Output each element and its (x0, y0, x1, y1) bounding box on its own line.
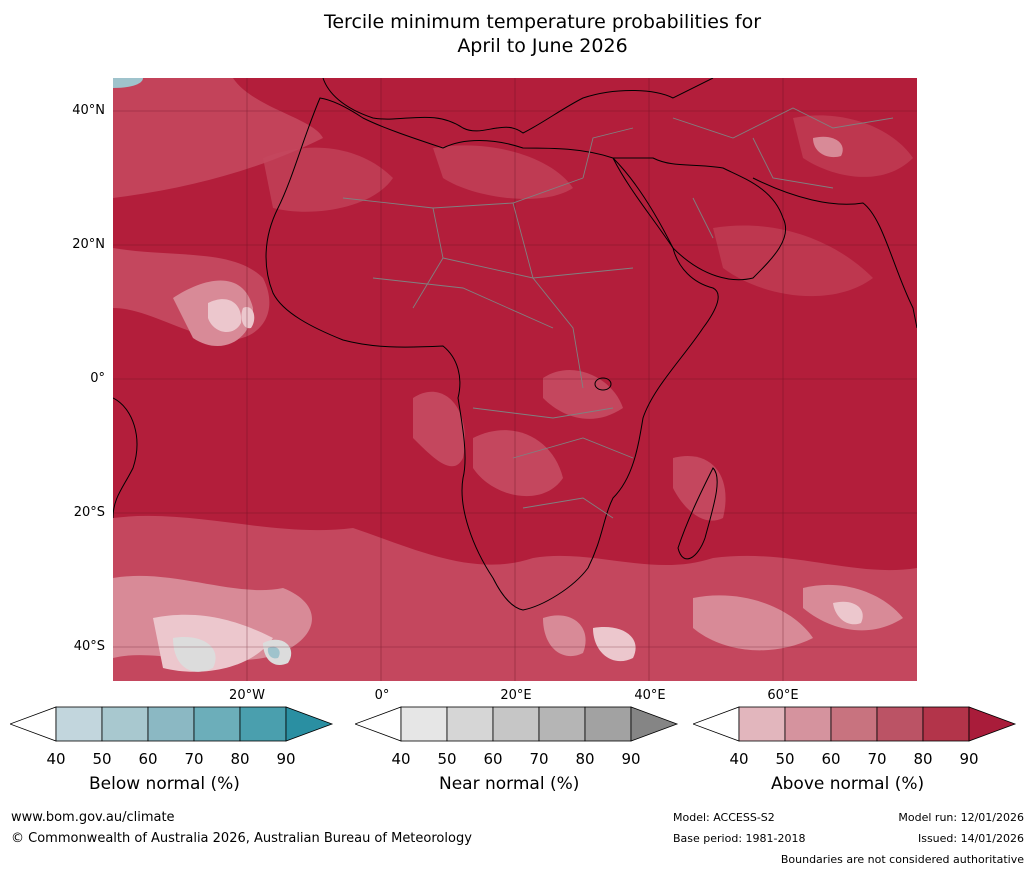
below-tick-60: 60 (138, 750, 158, 768)
below-tick-50: 50 (92, 750, 112, 768)
boundaries-disclaimer: Boundaries are not considered authoritat… (780, 853, 1024, 866)
near-swatch-40 (400, 706, 448, 742)
above-tick-90: 90 (959, 750, 979, 768)
near-normal-label: Near normal (%) (439, 774, 580, 794)
colorbar-near-normal: 40 50 60 70 80 90 Near normal (%) (353, 706, 685, 806)
below-swatch-50 (101, 706, 149, 742)
below-tick-90: 90 (276, 750, 296, 768)
near-tick-40: 40 (391, 750, 411, 768)
near-swatch-80 (584, 706, 632, 742)
below-tick-80: 80 (230, 750, 250, 768)
website-link[interactable]: www.bom.gov.au/climate (11, 810, 175, 825)
near-swatch-70 (538, 706, 586, 742)
map-title: Tercile minimum temperature probabilitie… (0, 10, 1035, 58)
lat-label-20s: 20°S (73, 505, 105, 520)
near-tick-60: 60 (483, 750, 503, 768)
base-period: Base period: 1981-2018 (673, 832, 806, 845)
near-tick-90: 90 (621, 750, 641, 768)
above-swatch-80 (922, 706, 970, 742)
near-tick-80: 80 (575, 750, 595, 768)
above-swatch-60 (830, 706, 878, 742)
above-tick-40: 40 (729, 750, 749, 768)
title-line-1: Tercile minimum temperature probabilitie… (323, 11, 762, 33)
below-tick-70: 70 (184, 750, 204, 768)
lon-label-20e: 20°E (500, 688, 532, 703)
lon-label-0: 0° (374, 688, 390, 703)
below-extend-high (285, 706, 334, 742)
above-extend-low (691, 706, 740, 742)
graticule (113, 78, 917, 681)
above-swatch-70 (876, 706, 924, 742)
colorbar-near-scale (353, 706, 679, 742)
lon-label-40e: 40°E (634, 688, 666, 703)
title-line-2: April to June 2026 (457, 35, 628, 57)
near-extend-low (353, 706, 402, 742)
copyright-notice: © Commonwealth of Australia 2026, Austra… (11, 831, 472, 846)
colorbar-below-normal: 40 50 60 70 80 90 Below normal (%) (8, 706, 340, 806)
above-extend-high (968, 706, 1017, 742)
below-swatch-80 (239, 706, 287, 742)
near-swatch-60 (492, 706, 540, 742)
above-tick-80: 80 (913, 750, 933, 768)
above-tick-50: 50 (775, 750, 795, 768)
country-boundaries (342, 107, 894, 519)
above-normal-label: Above normal (%) (771, 774, 925, 794)
lon-label-60e: 60°E (767, 688, 799, 703)
near-tick-50: 50 (437, 750, 457, 768)
issued-date: Issued: 14/01/2026 (917, 832, 1024, 845)
below-tick-40: 40 (46, 750, 66, 768)
lat-label-40n: 40°N (72, 103, 105, 118)
model-run-date: Model run: 12/01/2026 (898, 811, 1024, 824)
above-swatch-50 (784, 706, 832, 742)
near-tick-70: 70 (529, 750, 549, 768)
colorbar-above-scale (691, 706, 1017, 742)
near-extend-high (630, 706, 679, 742)
lon-label-20w: 20°W (229, 688, 265, 703)
colorbar-above-normal: 40 50 60 70 80 90 Above normal (%) (691, 706, 1023, 806)
map-canvas (113, 78, 917, 681)
model-name: Model: ACCESS-S2 (673, 811, 775, 824)
above-tick-60: 60 (821, 750, 841, 768)
above-tick-70: 70 (867, 750, 887, 768)
lat-label-40s: 40°S (73, 639, 105, 654)
above-swatch-40 (738, 706, 786, 742)
lat-label-0: 0° (90, 371, 105, 386)
below-swatch-60 (147, 706, 195, 742)
near-swatch-50 (446, 706, 494, 742)
below-extend-low (8, 706, 57, 742)
below-normal-label: Below normal (%) (89, 774, 240, 794)
coastlines (113, 78, 917, 611)
probability-map (113, 78, 917, 681)
below-swatch-40 (55, 706, 103, 742)
colorbar-below-scale (8, 706, 334, 742)
below-swatch-70 (193, 706, 241, 742)
lat-label-20n: 20°N (72, 237, 105, 252)
